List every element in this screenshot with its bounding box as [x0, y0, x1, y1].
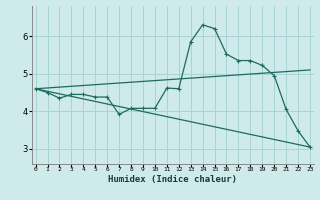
- X-axis label: Humidex (Indice chaleur): Humidex (Indice chaleur): [108, 175, 237, 184]
